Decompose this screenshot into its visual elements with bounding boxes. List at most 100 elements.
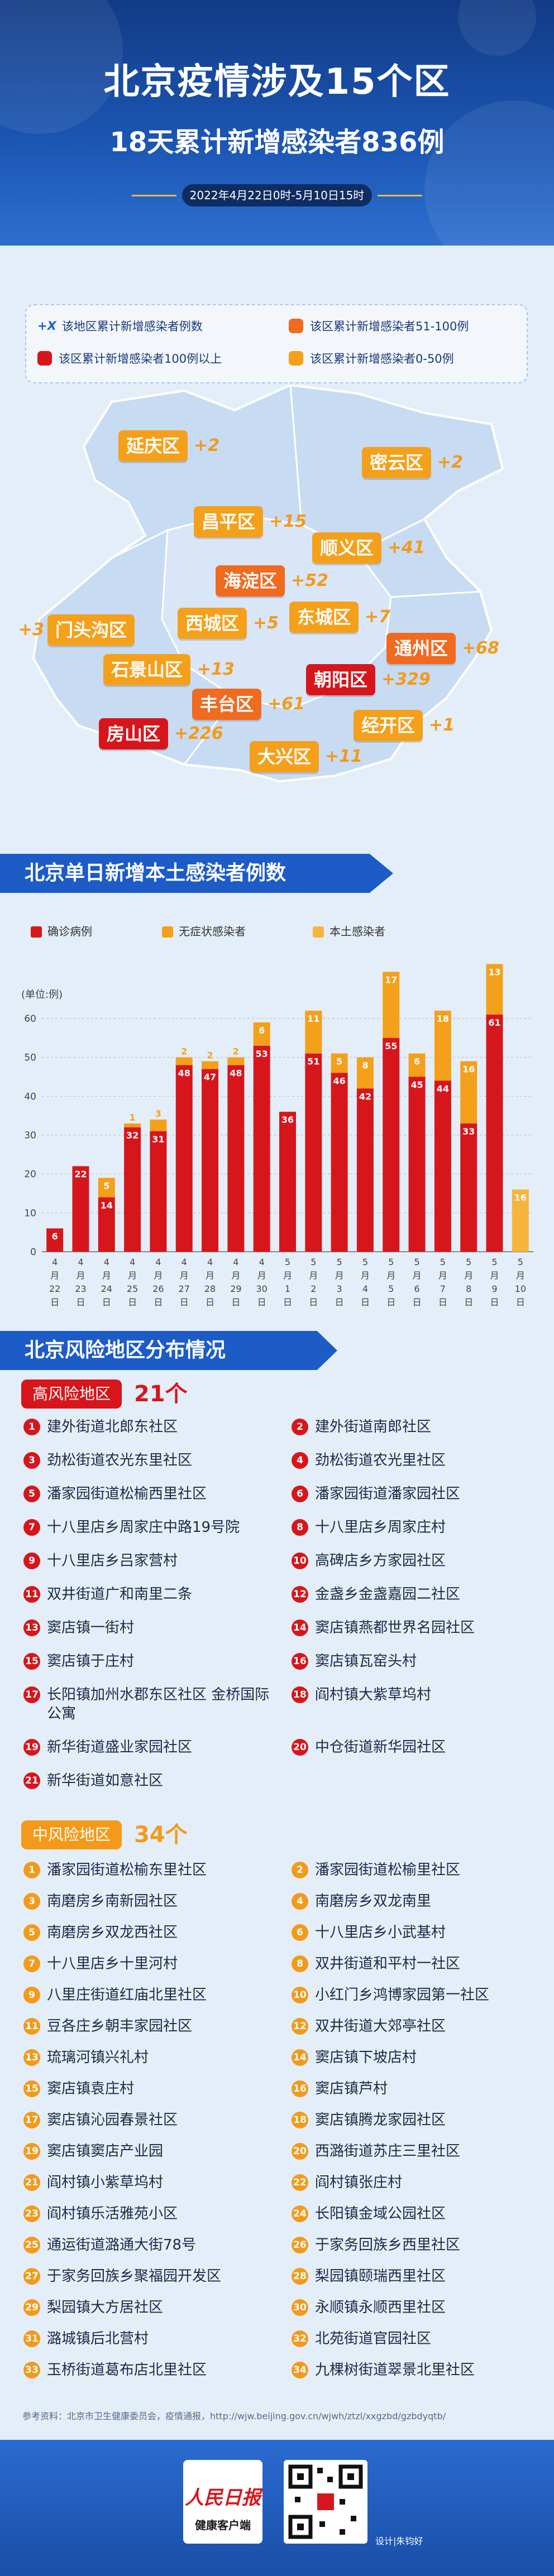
risk-item: 1 建外街道北郎东社区 [23,1417,292,1436]
item-number: 17 [23,2112,40,2128]
risk-item: 24 长阳镇金域公园社区 [292,2204,537,2223]
item-number: 14 [292,2049,308,2066]
bar [150,1119,167,1132]
value-label: 48 [178,1068,190,1079]
district-count: +15 [269,512,307,531]
qr-code [284,2460,367,2544]
x-tick-label: 4 月 26 日 [152,1257,164,1308]
item-number: 12 [292,2018,308,2035]
bar [408,1053,426,1077]
district-count: +2 [194,436,220,455]
item-name: 阎村镇张庄村 [315,2174,403,2191]
district-count: +226 [174,724,223,743]
item-name: 潞城镇后北营村 [47,2330,149,2347]
legend-symbol: +X [37,319,56,333]
item-name: 西潞街道苏庄三里社区 [315,2143,461,2160]
bar [408,1076,426,1252]
item-name: 通运街道潞通大街78号 [47,2237,197,2253]
value-label: 47 [204,1072,216,1083]
item-name: 双井街道大郊亭社区 [315,2018,446,2035]
item-name: 南磨房乡双龙西社区 [47,1924,178,1941]
legend-item: 该区累计新增感染者51-100例 [289,318,469,334]
item-number: 24 [292,2205,308,2222]
item-number: 17 [23,1686,40,1703]
value-label: 42 [359,1091,371,1102]
item-name: 长阳镇加州水郡东区社区 金桥国际公寓 [47,1686,270,1722]
legend-text: 该区累计新增感染者51-100例 [310,320,469,333]
value-label: 61 [488,1017,500,1028]
district-label: 东城区 [289,602,359,633]
bar [383,972,400,1038]
value-label: 2 [207,1050,213,1061]
item-number: 33 [23,2362,40,2378]
x-tick-label: 4 月 30 日 [256,1257,268,1308]
district-label: 延庆区 [118,430,188,462]
value-label: 6 [414,1056,420,1067]
bar [434,1080,451,1252]
value-label: 6 [52,1231,58,1242]
risk-item: 1 潘家园街道松榆东里社区 [23,1861,292,1880]
value-label: 32 [126,1130,138,1141]
risk-item: 9 八里庄街道红庙北里社区 [23,1986,292,2005]
legend-swatch [289,319,303,333]
legend-swatch [289,351,303,366]
item-number: 5 [23,1486,40,1502]
item-name: 十八里店乡十里河村 [47,1955,178,1972]
item-name: 建外街道北郎东社区 [47,1419,178,1435]
risk-item: 16 窦店镇芦村 [292,2079,537,2098]
district-count: +3 [18,620,44,640]
district-label: 门头沟区 [47,614,135,646]
item-name: 南磨房乡双龙南里 [315,1893,432,1910]
value-label: 36 [281,1114,294,1125]
risk-count: 34个 [134,1822,188,1848]
item-number: 3 [23,1893,40,1910]
item-name: 梨园镇颐瑞西里社区 [315,2268,446,2285]
risk-item: 3 劲松街道农光东里社区 [23,1451,292,1470]
district-count: +2 [437,453,464,472]
item-number: 23 [23,2205,40,2222]
value-label: 51 [307,1056,319,1067]
risk-item: 32 北苑街道官园社区 [292,2329,537,2348]
risk-item: 18 窦店镇腾龙家园社区 [292,2111,537,2130]
item-number: 31 [23,2330,40,2347]
risk-item: 21 阎村镇小紫草坞村 [23,2173,292,2192]
x-tick-label: 4 月 25 日 [127,1257,138,1308]
risk-item: 26 于家务回族乡西里社区 [292,2236,537,2255]
item-number: 20 [292,2143,308,2160]
item-name: 于家务回族乡聚福园开发区 [47,2268,222,2285]
legend-label: 无症状感染者 [179,925,246,938]
item-number: 7 [23,1955,40,1972]
district-count: +1 [429,715,455,735]
item-name: 八里庄街道红庙北里社区 [47,1987,207,2003]
value-label: 2 [233,1046,239,1057]
item-name: 潘家园街道松榆东里社区 [47,1862,207,1878]
district-count: +41 [388,538,425,558]
item-name: 建外街道南郎社区 [315,1419,432,1435]
map-border [111,385,481,765]
item-name: 南磨房乡南新园社区 [47,1893,178,1910]
risk-item: 20 西潞街道苏庄三里社区 [292,2142,537,2161]
value-label: 33 [462,1126,475,1137]
bar [124,1127,141,1252]
y-tick-label: 30 [24,1130,36,1141]
item-number: 6 [292,1486,308,1502]
item-name: 九棵树街道翠景北里社区 [315,2362,475,2378]
item-name: 窦店镇于庄村 [47,1653,135,1670]
item-number: 11 [23,2018,40,2035]
risk-count: 21个 [134,1381,188,1407]
district-count: +7 [365,607,391,627]
y-tick-label: 10 [24,1208,36,1219]
district-label: 大兴区 [250,741,319,772]
district-label: 西城区 [178,608,247,639]
item-number: 12 [292,1586,308,1603]
value-label: 2 [181,1046,187,1057]
bar [356,1088,374,1252]
item-name: 高碑店乡方家园社区 [315,1553,446,1569]
risk-item: 15 窦店镇于庄村 [23,1652,292,1671]
item-number: 25 [23,2237,40,2253]
risk-item: 19 窦店镇窦店产业园 [23,2142,292,2161]
bar [331,1053,348,1073]
bar [227,1057,245,1065]
item-number: 18 [292,1686,308,1703]
